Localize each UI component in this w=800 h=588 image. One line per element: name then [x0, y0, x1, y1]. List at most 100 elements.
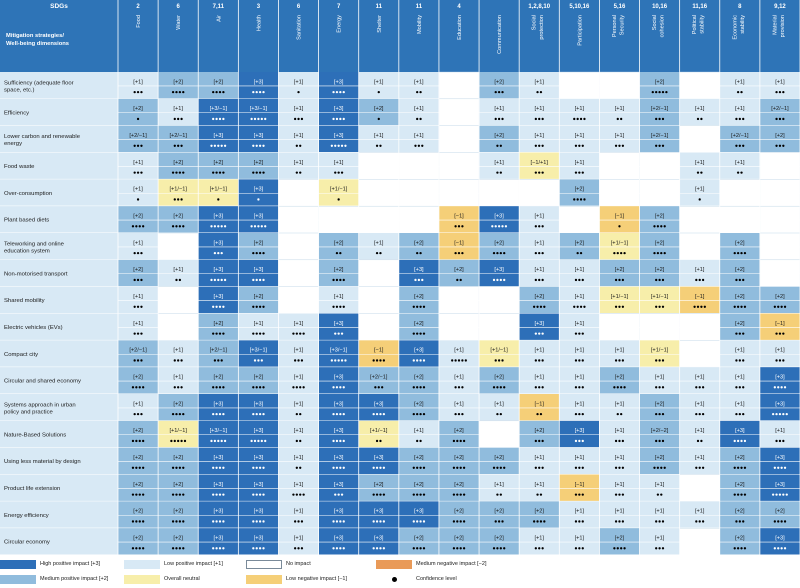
row-label-cell	[0, 179, 118, 207]
confidence-dot	[372, 466, 375, 469]
confidence-dot	[661, 439, 665, 443]
confidence-dot	[377, 90, 380, 94]
impact-level: [+2]	[214, 160, 224, 166]
confidence-dot	[499, 412, 502, 416]
impact-cell	[158, 179, 199, 207]
impact-level: [+1]	[735, 106, 745, 112]
confidence-dot	[262, 493, 265, 496]
impact-cell	[519, 72, 560, 99]
confidence-dot	[742, 412, 745, 416]
impact-level: [+3]	[254, 428, 264, 434]
dimension-label: Health	[256, 15, 262, 31]
confidence-dot	[218, 90, 222, 94]
empty-cell	[398, 152, 440, 180]
confidence-dot	[663, 466, 666, 469]
impact-level: [+3]	[334, 106, 344, 112]
impact-cell	[358, 474, 399, 502]
empty-cell	[679, 313, 720, 341]
legend-confidence: Confidence level	[376, 574, 556, 585]
impact-level: [+1]	[133, 401, 143, 407]
confidence-dot	[532, 305, 536, 308]
row-label: Systems approach in urban	[4, 402, 76, 408]
impact-level: [+2]	[735, 535, 745, 541]
empty-cell	[478, 420, 520, 448]
impact-level: [+2/−1]	[129, 348, 147, 354]
dimension-label: Food	[136, 15, 142, 28]
empty-cell	[278, 205, 319, 234]
confidence-dot	[136, 90, 140, 94]
confidence-dot	[782, 117, 785, 121]
sdg-number: 5,16	[614, 4, 626, 10]
impact-level: [+1]	[494, 482, 504, 488]
impact-cell	[398, 420, 439, 448]
confidence-dot	[576, 117, 579, 121]
confidence-dot	[574, 466, 578, 469]
confidence-dot	[579, 117, 583, 121]
confidence-dot	[215, 90, 218, 94]
impact-level: [+2]	[173, 535, 183, 541]
impact-cell	[198, 447, 239, 475]
impact-level: [+1]	[615, 509, 625, 515]
confidence-dot	[701, 412, 705, 416]
confidence-dot	[250, 439, 253, 443]
impact-cell	[479, 259, 520, 287]
confidence-dot	[574, 547, 578, 550]
confidence-dot	[782, 439, 785, 443]
confidence-dot	[218, 493, 222, 496]
impact-level: [+3/−1]	[330, 348, 348, 354]
impact-cell	[318, 340, 359, 368]
confidence-dot	[658, 278, 661, 282]
confidence-dot	[335, 305, 339, 308]
impact-cell	[639, 259, 680, 287]
confidence-dot	[736, 466, 740, 469]
row-label-cell	[0, 420, 118, 448]
impact-level: [+1]	[695, 267, 705, 273]
confidence-dot	[738, 144, 741, 147]
confidence-dot	[299, 466, 302, 469]
impact-level: [+2]	[655, 267, 665, 273]
impact-cell	[679, 286, 720, 314]
impact-level: [+1]	[615, 348, 625, 354]
confidence-dot	[142, 493, 145, 496]
confidence-dot	[133, 90, 136, 94]
confidence-dot	[543, 520, 546, 523]
confidence-dot	[335, 439, 339, 443]
empty-cell	[157, 232, 199, 261]
impact-level: [+1]	[575, 160, 585, 166]
confidence-dot	[293, 520, 297, 523]
legend-swatch-high	[0, 560, 36, 569]
impact-cell	[599, 206, 640, 233]
impact-level: [+3]	[254, 267, 264, 273]
impact-level: [+3]	[254, 133, 264, 139]
table-title-line2: Well-being dimensions	[6, 41, 69, 47]
confidence-dot	[456, 466, 459, 469]
impact-cell	[599, 501, 640, 529]
confidence-dot	[131, 520, 135, 523]
impact-cell	[198, 98, 239, 126]
confidence-dot	[412, 305, 415, 308]
confidence-dot	[173, 359, 176, 362]
impact-level: [+1]	[294, 374, 304, 380]
impact-cell	[118, 206, 159, 233]
empty-cell	[599, 71, 640, 100]
impact-level: [+1]	[615, 106, 625, 112]
confidence-dot	[212, 171, 215, 174]
impact-level: [+2]	[133, 106, 143, 112]
confidence-dot	[340, 493, 344, 496]
row-label-cell	[0, 367, 118, 394]
confidence-dot	[658, 520, 661, 523]
confidence-dot	[464, 359, 467, 362]
confidence-dot	[695, 412, 698, 416]
confidence-dot	[578, 466, 581, 469]
impact-level: [+1]	[494, 160, 504, 166]
impact-level: [+3/−1]	[250, 348, 268, 354]
impact-level: [+2]	[173, 455, 183, 461]
confidence-dot	[534, 547, 537, 550]
impact-cell	[559, 474, 600, 502]
impact-level: [+1]	[414, 79, 424, 85]
confidence-dot	[501, 520, 504, 523]
impact-level: [+2]	[133, 374, 143, 380]
confidence-dot	[618, 225, 621, 228]
impact-cell	[198, 313, 239, 341]
confidence-dot	[140, 251, 143, 255]
